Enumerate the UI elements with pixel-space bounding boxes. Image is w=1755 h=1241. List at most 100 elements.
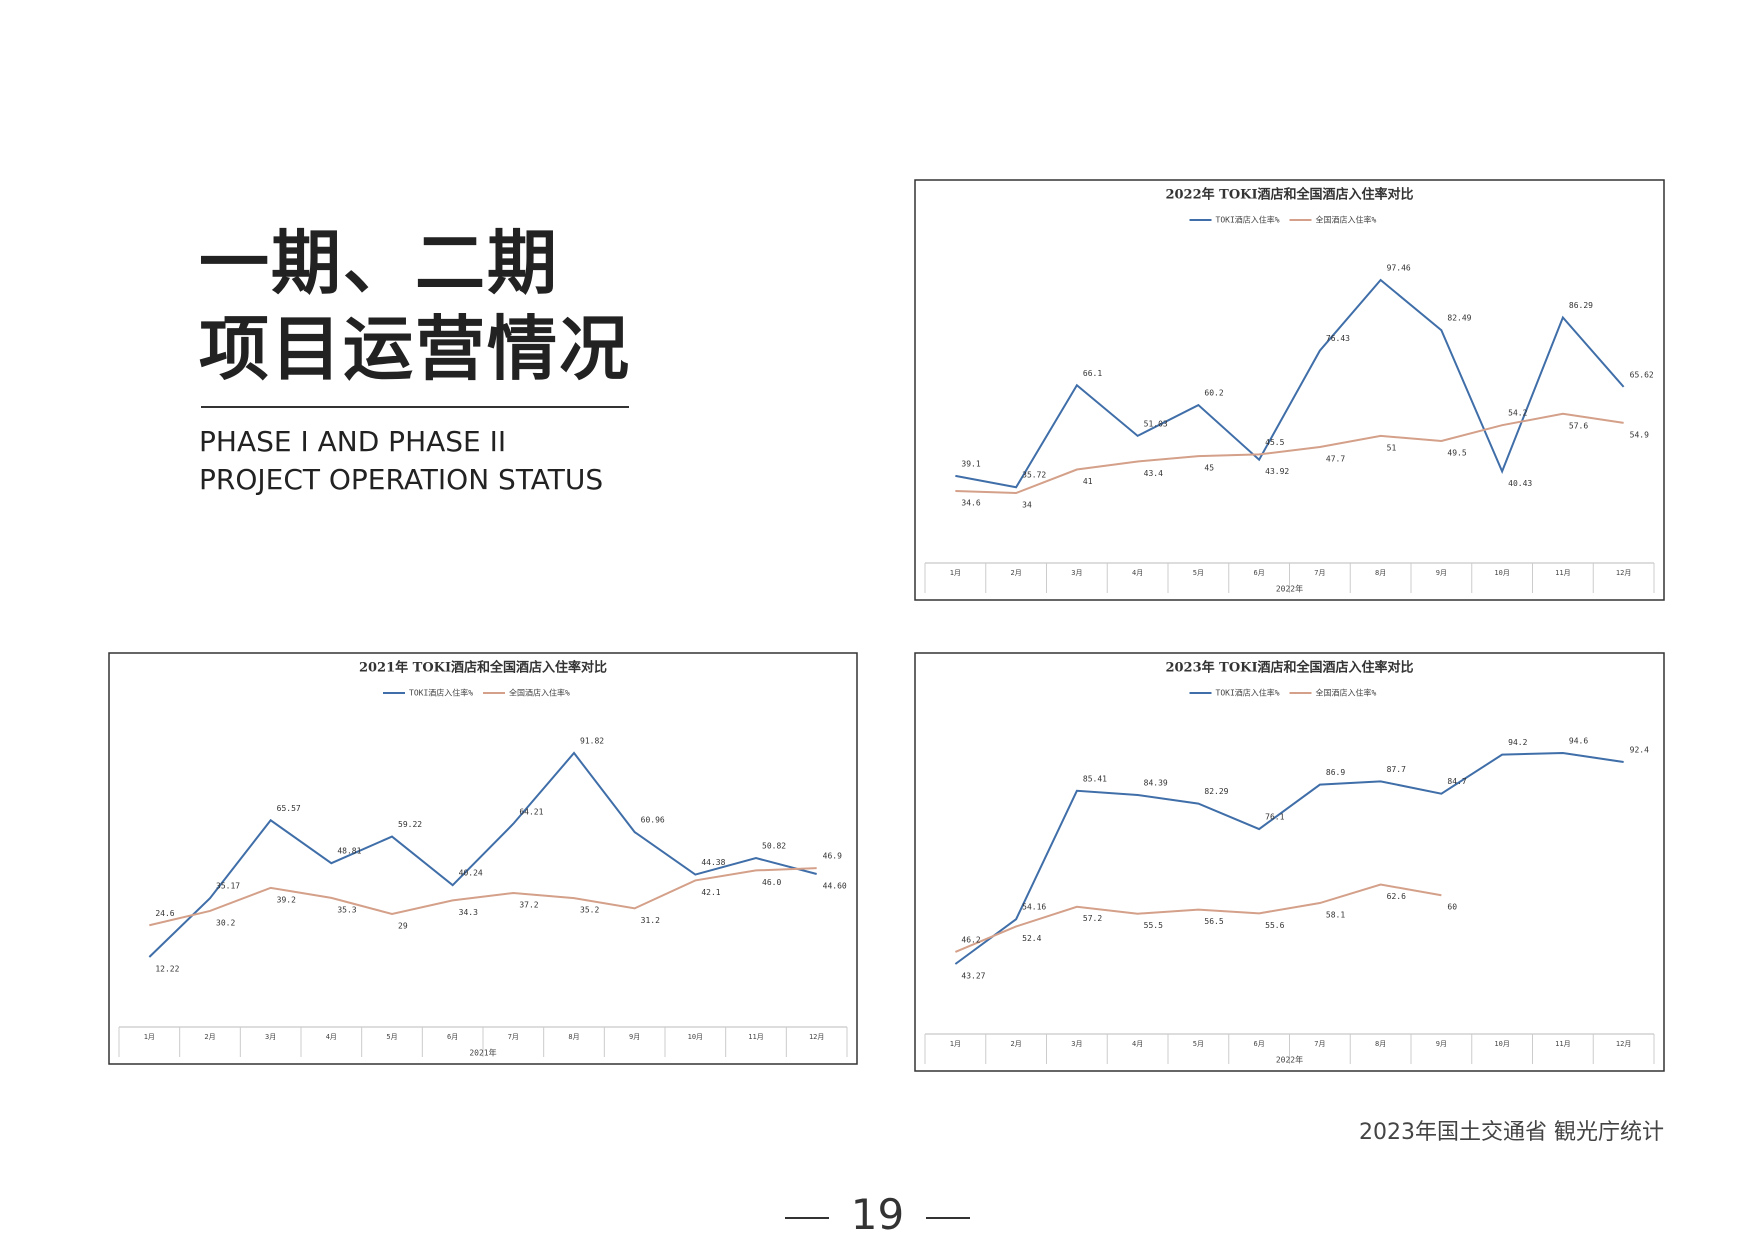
data-label: 60.96 xyxy=(641,816,665,825)
data-label: 49.5 xyxy=(1447,448,1466,457)
data-label: 30.2 xyxy=(216,918,235,927)
data-label: 31.2 xyxy=(641,916,660,925)
chart-title: 2022年 TOKI酒店和全国酒店入住率对比 xyxy=(1165,187,1413,203)
x-tick-label: 9月 xyxy=(629,1033,640,1041)
data-label: 54.9 xyxy=(1630,430,1649,439)
x-tick-label: 6月 xyxy=(1254,569,1265,577)
x-tick-label: 11月 xyxy=(1555,1040,1570,1048)
data-label: 87.7 xyxy=(1387,765,1406,774)
x-axis-title: 2022年 xyxy=(1276,1055,1303,1065)
chart-title: 2021年 TOKI酒店和全国酒店入住率对比 xyxy=(359,660,607,676)
data-label: 56.5 xyxy=(1204,917,1223,926)
chart: 2022年 TOKI酒店和全国酒店入住率对比 TOKI酒店入住率% 全国酒店入住率%… xyxy=(914,179,1665,601)
chart-title: 2023年 TOKI酒店和全国酒店入住率对比 xyxy=(1165,660,1413,676)
data-label: 43.92 xyxy=(1265,467,1289,476)
dash xyxy=(926,1216,971,1219)
x-tick-label: 4月 xyxy=(1132,569,1143,577)
x-tick-label: 2月 xyxy=(1011,1040,1022,1048)
data-label: 42.1 xyxy=(701,888,720,897)
data-label: 35.2 xyxy=(580,906,599,915)
x-axis-title: 2021年 xyxy=(469,1048,496,1058)
series-line xyxy=(954,883,1442,953)
data-label: 51 xyxy=(1387,443,1397,452)
data-label: 64.21 xyxy=(519,807,543,816)
data-label: 54.2 xyxy=(1508,409,1527,418)
data-label: 50.82 xyxy=(762,842,786,851)
page-number: 19 xyxy=(850,1190,905,1239)
x-tick-label: 9月 xyxy=(1436,569,1447,577)
data-label: 60.2 xyxy=(1204,389,1223,398)
x-axis-title: 2022年 xyxy=(1276,584,1303,594)
data-label: 57.6 xyxy=(1569,421,1588,430)
data-label: 55.6 xyxy=(1265,921,1284,930)
heading-en: PROJECT OPERATION STATUS xyxy=(199,463,604,496)
series-line xyxy=(149,867,817,927)
series-line xyxy=(955,278,1625,489)
data-label: 84.7 xyxy=(1447,777,1466,786)
x-tick-label: 3月 xyxy=(1071,569,1082,577)
data-label: 34.6 xyxy=(961,498,980,507)
x-tick-label: 9月 xyxy=(1436,1040,1447,1048)
data-label: 46.9 xyxy=(823,852,842,861)
data-label: 97.46 xyxy=(1387,264,1411,273)
data-label: 45 xyxy=(1204,464,1214,473)
data-label: 44.60 xyxy=(823,882,847,891)
data-label: 76.43 xyxy=(1326,334,1350,343)
data-label: 76.1 xyxy=(1265,813,1284,822)
x-tick-label: 10月 xyxy=(688,1033,703,1041)
x-tick-label: 8月 xyxy=(568,1033,579,1041)
data-label: 84.39 xyxy=(1144,778,1168,787)
data-label: 43.27 xyxy=(961,972,985,981)
x-tick-label: 2月 xyxy=(1011,569,1022,577)
data-label: 12.22 xyxy=(155,965,179,974)
x-tick-label: 10月 xyxy=(1494,569,1509,577)
data-label: 91.82 xyxy=(580,737,604,746)
data-label: 62.6 xyxy=(1387,892,1406,901)
x-tick-label: 12月 xyxy=(809,1033,824,1041)
data-label: 39.1 xyxy=(961,459,980,468)
x-tick-label: 1月 xyxy=(950,569,961,577)
x-tick-label: 8月 xyxy=(1375,569,1386,577)
data-label: 82.49 xyxy=(1447,314,1471,323)
legend-label: 全国酒店入住率% xyxy=(509,688,570,698)
data-label: 54.16 xyxy=(1022,903,1046,912)
data-label: 40.24 xyxy=(459,869,483,878)
x-tick-label: 7月 xyxy=(1314,1040,1325,1048)
data-label: 59.22 xyxy=(398,820,422,829)
data-label: 85.41 xyxy=(1083,774,1107,783)
legend-label: TOKI酒店入住率% xyxy=(409,688,473,698)
x-tick-label: 8月 xyxy=(1375,1040,1386,1048)
x-tick-label: 5月 xyxy=(1193,569,1204,577)
data-label: 34.3 xyxy=(459,908,478,917)
data-label: 41 xyxy=(1083,477,1093,486)
data-label: 48.81 xyxy=(337,847,361,856)
x-tick-label: 6月 xyxy=(447,1033,458,1041)
data-label: 37.2 xyxy=(519,900,538,909)
x-tick-label: 11月 xyxy=(748,1033,763,1041)
data-label: 35.3 xyxy=(337,905,356,914)
x-tick-label: 2月 xyxy=(204,1033,215,1041)
chart: 2021年 TOKI酒店和全国酒店入住率对比 TOKI酒店入住率% 全国酒店入住率%… xyxy=(108,652,858,1065)
data-label: 51.03 xyxy=(1144,419,1168,428)
x-tick-label: 3月 xyxy=(1071,1040,1082,1048)
legend-label: 全国酒店入住率% xyxy=(1316,215,1377,225)
chart-frame xyxy=(108,652,858,1065)
chart-frame xyxy=(914,179,1665,601)
x-tick-label: 4月 xyxy=(1132,1040,1143,1048)
x-tick-label: 1月 xyxy=(950,1040,961,1048)
data-label: 94.6 xyxy=(1569,737,1588,746)
data-label: 24.6 xyxy=(155,909,174,918)
data-label: 86.29 xyxy=(1569,301,1593,310)
data-label: 65.62 xyxy=(1630,370,1654,379)
data-label: 60 xyxy=(1447,903,1457,912)
data-label: 46.0 xyxy=(762,878,781,887)
data-label: 35.17 xyxy=(216,882,240,891)
x-tick-label: 5月 xyxy=(386,1033,397,1041)
x-tick-label: 1月 xyxy=(144,1033,155,1041)
data-label: 92.4 xyxy=(1630,746,1649,755)
data-label: 29 xyxy=(398,921,408,930)
x-tick-label: 11月 xyxy=(1555,569,1570,577)
x-tick-label: 3月 xyxy=(265,1033,276,1041)
